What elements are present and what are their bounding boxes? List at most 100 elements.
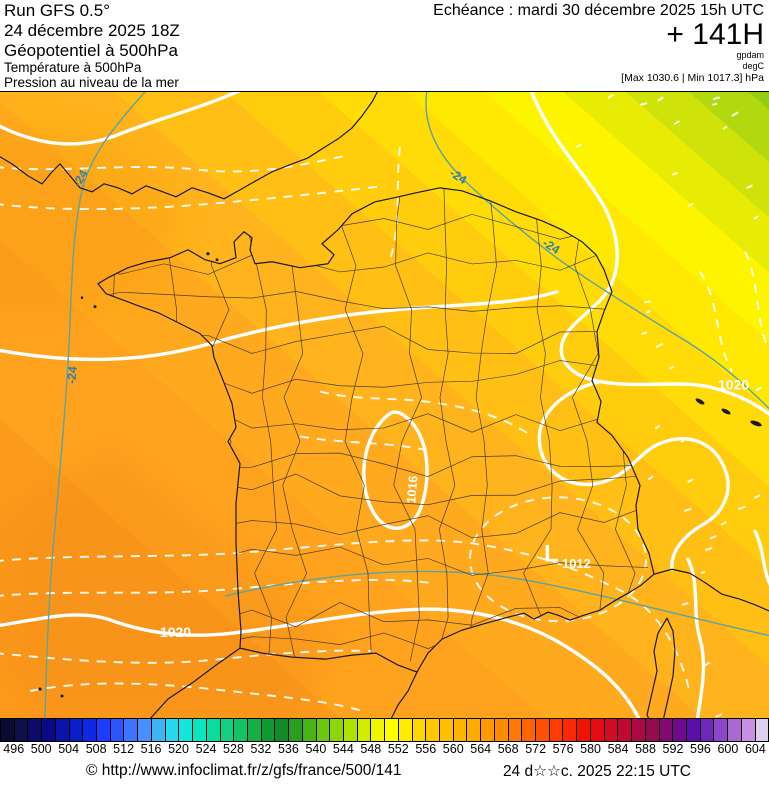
colorbar-cell	[316, 719, 331, 741]
colorbar-cell	[673, 719, 687, 741]
isobar-label-1016-oval: 1016	[404, 475, 420, 504]
header-right: Echéance : mardi 30 décembre 2025 15h UT…	[433, 1, 764, 85]
low-pressure-value: 1012	[562, 556, 591, 571]
colorbar-cell	[330, 719, 344, 741]
colorbar-cell	[261, 719, 276, 741]
colorbar-cell	[371, 719, 386, 741]
colorbar-value: 568	[497, 742, 519, 756]
colorbar-cell	[577, 719, 591, 741]
colorbar-cell	[193, 719, 207, 741]
isobar-label-1020-right: 1020	[718, 377, 749, 393]
spain-coast-east	[390, 671, 418, 718]
colorbar-cell	[220, 719, 235, 741]
colorbar-value: 524	[195, 742, 217, 756]
run-date-label: 24 décembre 2025 18Z	[4, 21, 180, 40]
colorbar-cell	[467, 719, 482, 741]
max-min-label: [Max 1030.6 | Min 1017.3] hPa	[621, 72, 764, 84]
run-model-label: Run GFS 0.5°	[4, 1, 111, 20]
colorbar-cell	[55, 719, 70, 741]
colorbar-cell	[289, 719, 303, 741]
map-header: Run GFS 0.5° 24 décembre 2025 18Z Géopot…	[0, 0, 769, 91]
colorbar-cell	[453, 719, 468, 741]
colorbar-cell	[28, 719, 43, 741]
colorbar-value: 580	[580, 742, 601, 756]
colorbar-cell	[343, 719, 358, 741]
colorbar-value: 532	[250, 742, 272, 756]
header-left: Run GFS 0.5° 24 décembre 2025 18Z Géopot…	[4, 1, 180, 90]
colorbar-value: 604	[744, 742, 766, 756]
colorbar-value: 516	[140, 742, 162, 756]
colorbar-cell	[645, 719, 660, 741]
colorbar-cell	[69, 719, 84, 741]
darker-orange-patch-southwest	[0, 451, 330, 718]
forecast-step-label: + 141H	[666, 18, 764, 51]
colorbar-cell	[549, 719, 564, 741]
colorbar-cell	[481, 719, 495, 741]
colorbar-value: 504	[58, 742, 80, 756]
colorbar-cell	[728, 719, 742, 741]
colorbar-cell	[302, 719, 317, 741]
colorbar-cell	[522, 719, 537, 741]
colorbar-labels: 496 500 504 508 512 516 520 524 528 532 536 540 544 5…	[0, 742, 769, 757]
param-temperature-label: Température à 500hPa	[4, 60, 142, 75]
colorbar-value: 512	[113, 742, 135, 756]
colorbar-value: 500	[30, 742, 52, 756]
colorbar-cell	[412, 719, 427, 741]
colorbar-value: 528	[223, 742, 244, 756]
colorbar-cell	[536, 719, 550, 741]
colorbar-cell	[124, 719, 139, 741]
colorbar-value: 552	[387, 742, 409, 756]
low-pressure-symbol: L	[544, 540, 559, 567]
param-geopotential-label: Géopotentiel à 500hPa	[4, 41, 178, 60]
colorbar-cell	[110, 719, 125, 741]
colorbar-cell	[83, 719, 98, 741]
colorbar-value: 564	[470, 742, 492, 756]
colorbar-cell	[741, 719, 756, 741]
colorbar-cell	[0, 719, 15, 741]
colorbar-value: 600	[717, 742, 739, 756]
colorbar-cell	[659, 719, 674, 741]
small-islands	[38, 252, 762, 698]
spain-coast-west	[149, 647, 241, 718]
colorbar-cells	[0, 718, 769, 742]
coastlines	[0, 92, 769, 718]
colorbar-cell	[385, 719, 399, 741]
footer-source-url: © http://www.infoclimat.fr/z/gfs/france/…	[86, 762, 402, 779]
colorbar-cell	[206, 719, 221, 741]
colorbar-value: 508	[85, 742, 107, 756]
colorbar-cell	[426, 719, 440, 741]
colorbar-cell	[686, 719, 701, 741]
forecast-map: 1020 1020 1016 L 1012 -24 -24 -24 -24	[0, 91, 769, 718]
colorbar-cell	[590, 719, 605, 741]
colorbar-cell	[604, 719, 619, 741]
colorbar-cell	[398, 719, 413, 741]
colorbar-cell	[755, 719, 769, 741]
colorbar-value: 496	[3, 742, 25, 756]
colorbar-value: 544	[332, 742, 354, 756]
colorbar-cell	[179, 719, 194, 741]
darker-orange-patch-west	[0, 126, 178, 317]
echeance-label: Echéance : mardi 30 décembre 2025 15h UT…	[433, 2, 764, 19]
italy-coast	[653, 568, 769, 612]
colorbar-value: 588	[635, 742, 656, 756]
colorbar-cell	[714, 719, 729, 741]
colorbar-cell	[632, 719, 646, 741]
colorbar-cell	[151, 719, 166, 741]
colorbar-cell	[618, 719, 633, 741]
param-pressure-label: Pression au niveau de la mer	[4, 75, 179, 90]
isobar-label-1020-left: 1020	[160, 624, 191, 640]
colorbar-cell	[275, 719, 290, 741]
colorbar-value: 556	[415, 742, 437, 756]
colorbar-value: 560	[442, 742, 464, 756]
temp-label-24-left-edge: -24	[64, 365, 79, 384]
colorbar-cell	[138, 719, 152, 741]
footer: © http://www.infoclimat.fr/z/gfs/france/…	[0, 757, 769, 785]
colorbar-value: 584	[607, 742, 629, 756]
isobar-solid-contours	[0, 92, 769, 718]
isobar-dashed-contours	[0, 146, 769, 712]
colorbar-cell	[234, 719, 248, 741]
colorbar-value: 520	[168, 742, 189, 756]
footer-generated-datetime: 24 d☆☆c. 2025 22:15 UTC	[502, 762, 691, 780]
colorbar-cell	[357, 719, 372, 741]
